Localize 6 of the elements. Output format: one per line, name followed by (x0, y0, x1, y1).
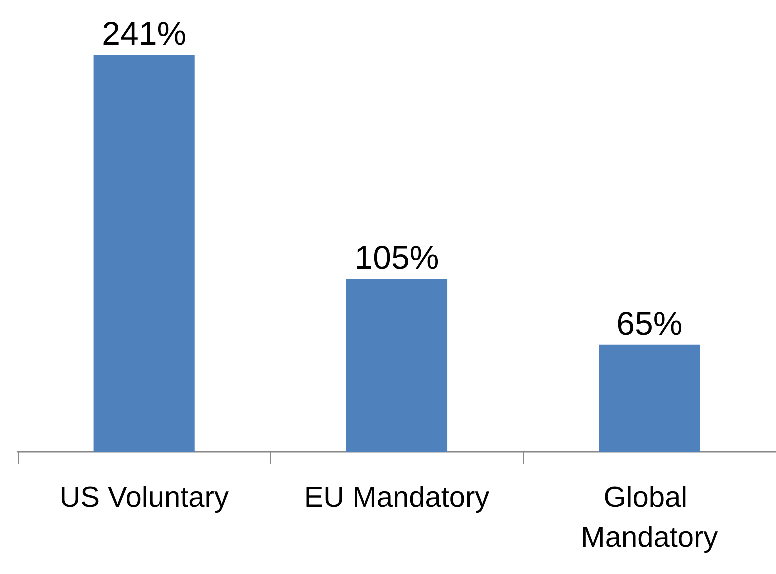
x-tick-label: EU Mandatory (304, 482, 490, 514)
data-label: 241% (102, 15, 187, 52)
data-label: 105% (354, 239, 440, 276)
data-label: 65% (616, 304, 683, 342)
x-tick-label: Global Mandatory (581, 482, 719, 554)
x-tick-label: US Voluntary (60, 482, 230, 514)
